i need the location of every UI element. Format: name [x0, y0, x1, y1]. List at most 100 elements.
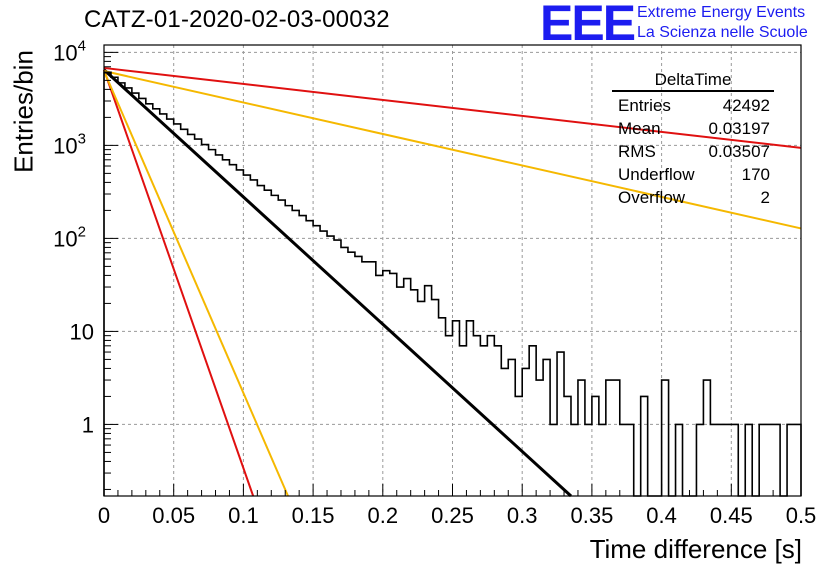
histogram-bin	[494, 346, 501, 496]
histogram-bin	[341, 247, 348, 496]
y-tick-label: 104	[53, 37, 86, 65]
stats-label: Mean	[618, 119, 661, 138]
histogram-bin	[299, 216, 306, 496]
histogram-bin	[599, 424, 606, 496]
histogram-bin	[390, 273, 397, 496]
x-tick-label: 0.05	[152, 503, 195, 528]
eee-logo: EEE	[540, 0, 636, 51]
x-tick-label: 0.1	[228, 503, 259, 528]
stats-value: 170	[741, 165, 770, 184]
histogram-bin	[104, 72, 111, 496]
chart-title: CATZ-01-2020-02-03-00032	[84, 6, 390, 33]
stats-row-overflow: Overflow 2	[612, 186, 780, 209]
histogram-bin	[174, 124, 181, 496]
histogram-bin	[188, 134, 195, 496]
histogram-bin	[717, 424, 724, 496]
histogram-bin	[376, 275, 383, 496]
axes: 0 0.05 0.1 0.15 0.2 0.25 0.3 0.35 0.4 0.45 0.5 1 10 1…	[53, 37, 816, 528]
histogram-bin	[529, 346, 536, 496]
stats-title: DeltaTime	[612, 70, 774, 92]
y-tick-label: 10	[70, 319, 94, 344]
histogram-bin	[613, 380, 620, 496]
histogram-bin	[710, 424, 717, 496]
fit-line	[102, 68, 573, 498]
stats-value: 0.03197	[708, 119, 770, 138]
stats-row-entries: Entries 42492	[612, 94, 780, 117]
logo-line-2: La Scienza nelle Scuole	[637, 24, 808, 41]
histogram-bin	[439, 318, 446, 496]
histogram-outline	[103, 71, 802, 497]
histogram-bin	[480, 346, 487, 496]
histogram-bin	[766, 424, 773, 496]
histogram-bin	[453, 321, 460, 496]
histogram-bin	[334, 240, 341, 496]
histogram-bin	[508, 359, 515, 496]
histogram-bin	[606, 380, 613, 496]
histogram-bin	[641, 396, 648, 496]
histogram-bin	[355, 256, 362, 496]
y-axis-label: Entries/bin	[8, 50, 39, 173]
histogram-bin	[536, 380, 543, 496]
histogram-bin	[473, 336, 480, 496]
stats-row-underflow: Underflow 170	[612, 163, 780, 186]
histogram-bin	[257, 186, 264, 496]
x-tick-label: 0	[98, 503, 110, 528]
histogram-bin	[222, 160, 229, 496]
stats-label: RMS	[618, 142, 656, 161]
stats-value: 2	[760, 188, 770, 207]
histogram-bin	[362, 262, 369, 496]
histogram-bin	[195, 139, 202, 496]
histogram-bin	[216, 155, 223, 496]
histogram-bin	[696, 424, 703, 496]
x-axis-label: Time difference [s]	[589, 534, 802, 564]
histogram-bin	[585, 424, 592, 496]
histogram-bin	[773, 424, 780, 496]
histogram-bin	[592, 396, 599, 496]
histogram-bin	[411, 290, 418, 496]
stats-box: DeltaTime Entries 42492 Mean 0.03197 RMS…	[612, 70, 780, 209]
x-tick-label: 0.4	[646, 503, 677, 528]
x-tick-label: 0.45	[710, 503, 753, 528]
histogram	[103, 71, 802, 497]
x-tick-label: 0.2	[368, 503, 399, 528]
histogram-bin	[794, 424, 801, 496]
logo-line-1: Extreme Energy Events	[637, 4, 806, 21]
fit-line	[103, 66, 802, 149]
fit-line	[103, 69, 255, 497]
histogram-bin	[146, 104, 153, 496]
stats-label: Overflow	[618, 188, 686, 207]
histogram-bin	[250, 180, 257, 496]
stats-label: Entries	[618, 96, 671, 115]
histogram-bin	[466, 321, 473, 496]
histogram-bin	[292, 210, 299, 496]
histogram-bin	[787, 424, 794, 496]
stats-value: 42492	[722, 96, 770, 115]
x-tick-label: 0.15	[292, 503, 335, 528]
histogram-bin	[153, 109, 160, 496]
histogram-bin	[278, 200, 285, 496]
fit-line	[103, 70, 289, 497]
histogram-bin	[306, 221, 313, 496]
histogram-bin	[676, 424, 683, 496]
histogram-bin	[202, 145, 209, 496]
histogram-bin	[369, 262, 376, 496]
x-tick-label: 0.3	[507, 503, 538, 528]
fit-line	[103, 70, 802, 230]
histogram-bin	[285, 206, 292, 496]
stats-value: 0.03507	[708, 142, 770, 161]
histogram-bin	[181, 129, 188, 496]
histogram-bin	[759, 424, 766, 496]
histogram-bin	[383, 271, 390, 496]
histogram-bin	[160, 114, 167, 496]
stats-label: Underflow	[618, 165, 695, 184]
histogram-bin	[564, 396, 571, 496]
y-tick-label: 102	[53, 223, 86, 251]
x-tick-label: 0.35	[570, 503, 613, 528]
histogram-bin	[271, 195, 278, 496]
x-tick-label: 0.5	[786, 503, 817, 528]
histogram-bin	[571, 424, 578, 496]
histogram-bin	[167, 119, 174, 496]
histogram-bin	[118, 83, 125, 496]
histogram-bin	[745, 424, 752, 496]
